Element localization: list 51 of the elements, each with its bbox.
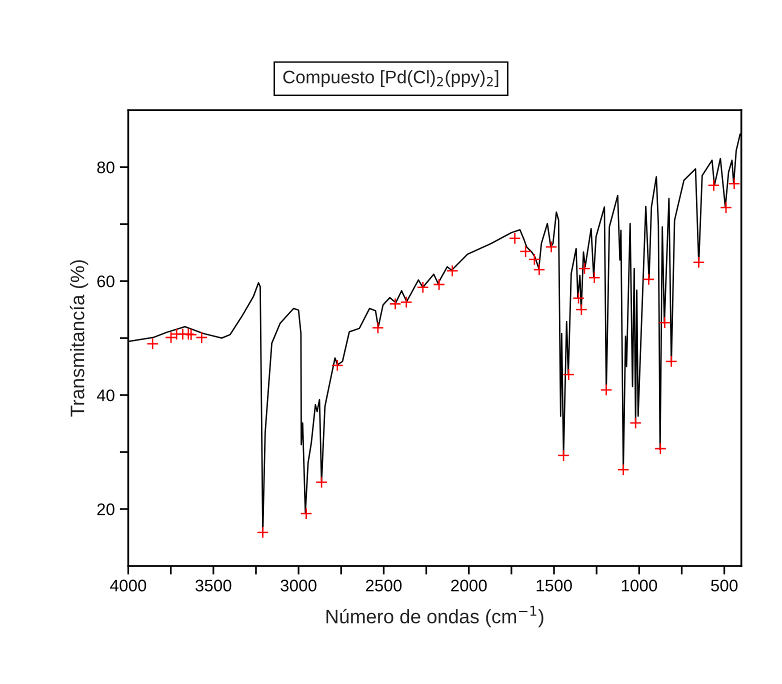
point [545,240,558,253]
point [331,359,344,372]
point [256,526,269,538]
point [182,328,194,340]
point [300,508,312,520]
point [508,232,521,244]
point [728,178,740,190]
point [528,253,540,266]
y-tick-label: 40 [96,389,114,402]
x-tick-label: 2000 [451,580,487,592]
y-tick-label: 20 [97,503,114,516]
y-axis-title: Transmitancía (%) [70,260,88,417]
point [315,476,328,488]
y-tick-label: 80 [97,162,114,174]
point [665,355,678,368]
point [196,331,208,344]
x-tick-label: 1000 [622,580,658,592]
x-tick-label: 4000 [110,580,146,592]
chart-title: Compuesto [Pd(Cl)$_{2}$(ppy)$_{2}$] [283,70,498,88]
point [416,281,429,294]
point [658,316,671,329]
point [533,264,546,276]
point [578,262,591,275]
point [588,272,600,284]
point [720,201,732,214]
point [389,298,402,310]
point [446,264,458,277]
point [400,296,412,308]
point [146,338,159,350]
point [575,304,588,316]
point [572,292,585,304]
x-tick-label: 500 [711,580,738,592]
point [617,464,630,476]
x-tick-label: 3000 [280,580,316,592]
point [600,384,612,396]
y-tick-label: 60 [97,275,114,288]
point [562,368,575,381]
x-tick-label: 2500 [366,580,402,592]
point [557,449,570,462]
point [432,278,446,291]
x-tick-label: 3500 [196,580,232,592]
point [654,442,667,455]
x-tick-label: 1500 [536,580,572,592]
point [708,179,720,192]
point [692,256,705,268]
point [630,416,642,430]
x-axis-title: Número de ondas (cm$^{−1}$) [326,606,544,628]
point [372,322,384,334]
point [519,245,532,258]
point [642,273,655,286]
point [185,328,198,341]
